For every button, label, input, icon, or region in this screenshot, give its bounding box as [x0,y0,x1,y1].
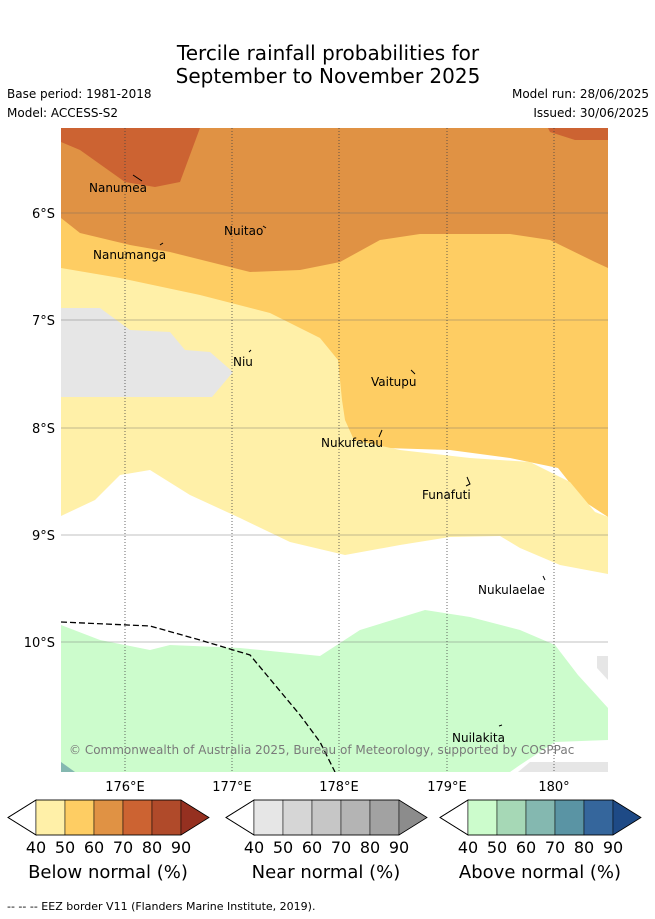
colorbar-above-min-extend [439,799,469,836]
near-40-region [61,308,233,397]
colorbar-below-min-extend [7,799,37,836]
colorbar-near-swatch [340,799,371,836]
colorbar-above-swatch [583,799,614,836]
colorbar-tick-label: 40 [243,838,265,857]
island-vaitupu-shape [410,369,416,375]
lon-label-180: 180° [538,780,569,795]
lon-label-176e: 176°E [105,780,145,795]
below-40-region [61,268,608,574]
copyright-notice: © Commonwealth of Australia 2025, Bureau… [69,743,574,757]
lat-label-10s: 10°S [24,636,55,651]
colorbar-near-swatch [369,799,400,836]
island-nanumea-shape [132,174,143,182]
colorbar-above-outline [439,799,642,836]
lon-label-177e: 177°E [212,780,252,795]
base-period: Base period: 1981-2018 [7,87,152,101]
place-label-nuitao: Nuitao [224,224,263,238]
colorbar-near-min-extend [225,799,255,836]
model-run-date: Model run: 28/06/2025 [511,87,649,101]
colorbar-above-swatch [525,799,556,836]
place-label-nuilakita: Nuilakita [452,731,505,745]
colorbar-above-swatch [554,799,585,836]
colorbar-tick-label: 70 [544,838,566,857]
colorbar-below-outline [7,799,210,836]
eez-border [61,621,336,772]
colorbar-tick-label: 70 [330,838,352,857]
near-40-region-east [518,762,608,772]
colorbar-near-outline [225,799,428,836]
colorbar-tick-label: 90 [388,838,410,857]
legend-title-above: Above normal (%) [458,862,622,883]
colorbar-above-swatch [467,799,498,836]
lat-label-9s: 9°S [32,529,55,544]
colorbar-tick-label: 50 [272,838,294,857]
colorbar-below-max-extend [180,799,210,836]
island-niu-shape [248,349,252,353]
colorbar-below-swatch [151,799,182,836]
place-label-nanumanga: Nanumanga [93,248,166,262]
place-label-nukulaelae: Nukulaelae [478,583,545,597]
legend-title-near: Near normal (%) [251,862,401,883]
colorbar-tick-label: 90 [602,838,624,857]
colorbar-tick-label: 70 [112,838,134,857]
place-label-niu: Niu [233,355,253,369]
island-nuitao-shape [262,225,267,229]
colorbar-near-swatch [282,799,313,836]
lat-label-7s: 7°S [32,314,55,329]
legend-title-below: Below normal (%) [28,862,188,883]
island-nukufetau-shape [378,429,383,438]
colorbar-above-swatch [496,799,527,836]
colorbar-tick-label: 80 [141,838,163,857]
above-40-region [61,610,608,772]
below-70-region-west [61,128,200,187]
place-label-nukufetau: Nukufetau [321,436,383,450]
place-label-nanumea: Nanumea [89,181,147,195]
colorbar-tick-label: 50 [54,838,76,857]
colorbar-near-normal [225,799,428,836]
island-funafuti-shape [465,476,471,487]
colorbar-near-swatch [253,799,284,836]
lat-label-6s: 6°S [32,207,55,222]
colorbar-tick-label: 60 [515,838,537,857]
colorbar-near-swatch [311,799,342,836]
colorbar-below-swatch [122,799,153,836]
lon-label-179e: 179°E [427,780,467,795]
island-nanumanga-shape [159,242,164,246]
map-title-line1: Tercile rainfall probabilities for [176,41,480,65]
colorbar-tick-label: 80 [573,838,595,857]
model-name: Model: ACCESS-S2 [7,106,119,120]
colorbar-near-max-extend [398,799,428,836]
colorbar-below-normal [7,799,210,836]
below-70-region-east [548,128,608,140]
colorbar-tick-label: 80 [359,838,381,857]
colorbar-above-normal [439,799,642,836]
colorbar-below-swatch [64,799,95,836]
colorbar-tick-label: 60 [83,838,105,857]
colorbar-tick-label: 40 [457,838,479,857]
lat-label-8s: 8°S [32,422,55,437]
island-nuilakita-shape [498,724,503,727]
eez-legend-note: -- -- -- EEZ border V11 (Flanders Marine… [7,900,316,913]
place-label-vaitupu: Vaitupu [371,375,417,389]
map-title-line2: September to November 2025 [175,64,481,88]
colorbar-tick-label: 40 [25,838,47,857]
colorbar-tick-label: 90 [170,838,192,857]
above-50-corner [61,762,75,772]
colorbar-below-swatch [93,799,124,836]
below-60-region [61,128,608,272]
lon-label-178e: 178°E [319,780,359,795]
near-40-region-edge [597,656,608,680]
island-nukulaelae-shape [542,575,546,581]
colorbar-tick-label: 50 [486,838,508,857]
colorbar-above-max-extend [612,799,642,836]
issued-date: Issued: 30/06/2025 [533,106,649,120]
place-label-funafuti: Funafuti [422,488,471,502]
colorbar-below-swatch [35,799,66,836]
colorbar-tick-label: 60 [301,838,323,857]
